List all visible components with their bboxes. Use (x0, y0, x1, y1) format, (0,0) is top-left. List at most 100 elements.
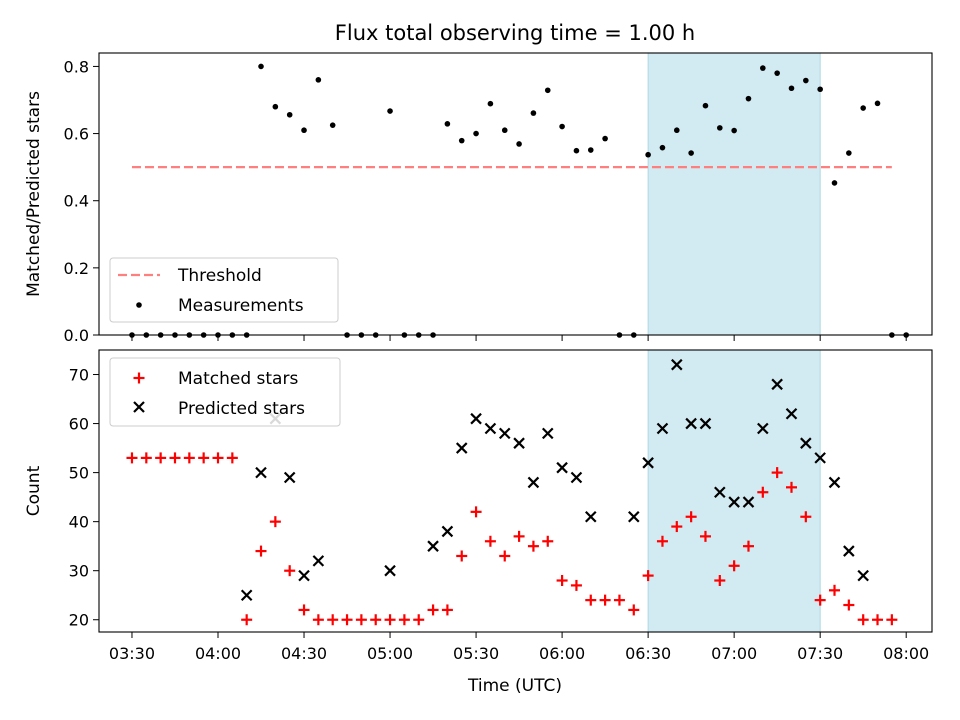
data-point (872, 614, 884, 626)
data-point (785, 407, 798, 420)
data-point (714, 575, 726, 587)
data-point (498, 427, 511, 440)
data-point-b (699, 417, 712, 430)
x-tick-label: 05:00 (367, 644, 413, 663)
data-point (656, 422, 669, 435)
data-point (513, 530, 525, 542)
data-point (427, 604, 439, 616)
bottom-panel: 20 30 40 50 60 70 03:30 04:00 04:30 05:00 05:30 06:… (69, 349, 933, 663)
data-point (458, 137, 465, 144)
data-point (843, 599, 855, 611)
data-point (656, 535, 668, 547)
data-point-b (527, 476, 540, 489)
data-point (846, 150, 852, 156)
data-point-b (427, 540, 439, 552)
data-point (444, 121, 451, 127)
y-tick-label: 30 (69, 562, 89, 581)
x-tick-label: 03:30 (109, 644, 155, 663)
data-point-b (843, 545, 855, 557)
data-point (817, 86, 823, 93)
data-point (283, 471, 296, 484)
data-point (559, 123, 565, 130)
data-point (556, 575, 568, 587)
data-point-b (857, 569, 869, 582)
data-point (714, 486, 726, 499)
data-point (456, 550, 468, 562)
legend-predicted-swatch (133, 401, 145, 413)
data-point (298, 604, 310, 616)
data-point (487, 100, 494, 107)
data-point-b (800, 437, 812, 449)
data-point (455, 442, 468, 454)
data-point (501, 127, 508, 134)
data-point (745, 95, 752, 102)
data-point (886, 614, 898, 626)
data-point (573, 147, 580, 154)
data-point-b (714, 486, 726, 499)
data-point (298, 569, 310, 582)
data-point (169, 452, 181, 464)
data-point-b (455, 442, 468, 454)
data-point (587, 147, 594, 153)
data-point (473, 130, 479, 137)
data-point (570, 471, 583, 484)
data-point-b (441, 525, 454, 538)
data-point-b (470, 412, 482, 425)
data-point (699, 417, 712, 430)
x-tick-label: 04:30 (281, 644, 327, 663)
data-point-b (384, 564, 396, 577)
data-point-b (771, 378, 783, 391)
x-tick-label: 06:00 (539, 644, 585, 663)
data-point (312, 614, 324, 626)
data-point (544, 87, 551, 94)
y-tick-label: 0.8 (64, 57, 89, 76)
data-point (499, 550, 511, 562)
data-point-b (685, 417, 697, 430)
data-point (642, 457, 654, 469)
data-point (398, 614, 410, 626)
data-point (717, 125, 723, 131)
x-tick-label: 04:00 (195, 644, 241, 663)
data-point-b (541, 427, 554, 440)
data-point (284, 565, 296, 577)
data-point-b (728, 496, 740, 508)
data-point (570, 579, 582, 591)
data-point (829, 584, 841, 596)
data-point (470, 412, 482, 425)
data-point (671, 521, 683, 533)
x-tick-label: 08:00 (883, 644, 929, 663)
data-point (556, 461, 568, 474)
legend-predicted-swatch-b (133, 401, 145, 413)
data-point (757, 422, 769, 435)
data-point (427, 540, 439, 552)
data-point-b (283, 471, 296, 484)
data-point (301, 127, 307, 134)
data-point-b (513, 437, 525, 449)
data-point (771, 378, 783, 391)
data-point (774, 70, 780, 76)
data-point (628, 604, 640, 616)
series-measurements (129, 63, 909, 338)
data-point (198, 452, 210, 464)
data-point (843, 545, 855, 557)
chart-title: Flux total observing time = 1.00 h (335, 21, 695, 45)
data-point (312, 555, 325, 567)
data-point (541, 427, 554, 440)
data-point (814, 452, 826, 464)
plot-frame (98, 349, 933, 633)
data-point (685, 417, 697, 430)
data-point-b (255, 466, 267, 479)
data-point (602, 135, 608, 142)
y-tick-label: 60 (69, 415, 89, 434)
data-point (728, 560, 740, 572)
data-point-b (628, 510, 640, 523)
data-point-b (240, 589, 253, 601)
data-point-b (656, 422, 669, 435)
legend-measurements-label: Measurements (178, 296, 304, 316)
y-tick-label: 20 (69, 611, 89, 630)
data-point (241, 614, 253, 626)
data-point (814, 594, 826, 606)
data-point (688, 150, 694, 156)
data-point (527, 540, 539, 552)
data-point (140, 452, 152, 464)
